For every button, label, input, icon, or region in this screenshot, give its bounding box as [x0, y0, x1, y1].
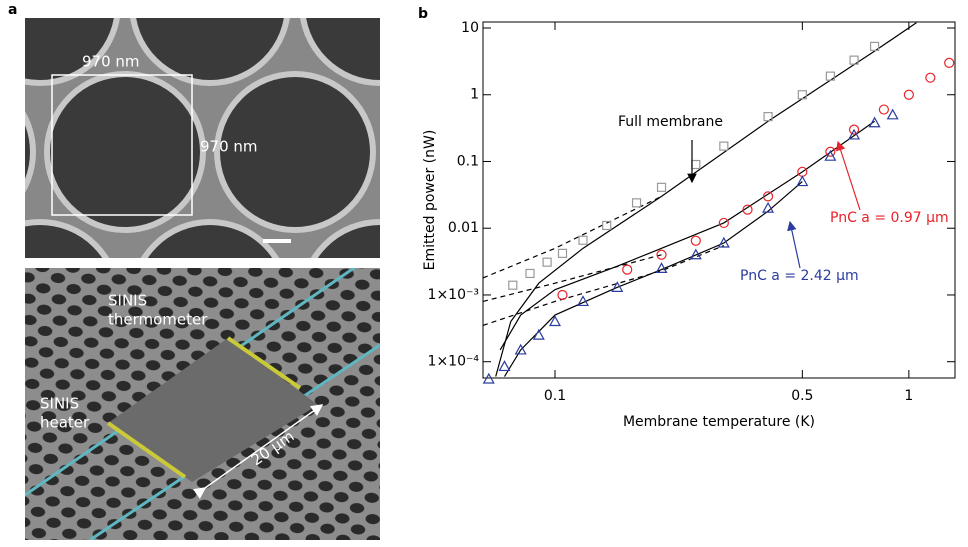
data-point	[656, 249, 667, 260]
data-point	[878, 104, 889, 115]
heater-label: heater	[40, 414, 90, 432]
data-point	[718, 217, 729, 229]
panel-label: b	[418, 6, 428, 22]
data-point	[611, 281, 624, 292]
data-point	[719, 141, 729, 151]
data-point	[869, 41, 880, 52]
data-point	[508, 280, 518, 290]
y-tick-label: 1×10⁻³	[428, 287, 479, 303]
data-point	[514, 343, 527, 355]
annotation-arrow	[836, 140, 861, 211]
data-point	[848, 124, 860, 135]
fit-line	[499, 120, 875, 351]
thermometer-label: thermometer	[108, 311, 208, 329]
fit-line	[503, 181, 803, 377]
x-tick-label: 1	[904, 388, 913, 404]
data-point	[656, 182, 667, 192]
data-point	[557, 289, 568, 301]
data-point	[849, 55, 859, 65]
thermometer-label: SINIS	[108, 292, 147, 310]
data-point	[825, 71, 835, 81]
fit-line	[483, 254, 662, 303]
data-point	[796, 175, 809, 187]
sem-width: 970 nm	[82, 53, 140, 71]
heater-label: SINIS	[40, 395, 79, 413]
fit-line	[495, 22, 917, 377]
y-tick-label: 1	[470, 87, 479, 103]
y-tick-label: 0.01	[448, 220, 479, 236]
data-point	[578, 235, 588, 245]
x-axis-label: Membrane temperature (K)	[623, 414, 815, 430]
sem-image-bottom: SINIS thermometer SINIS heater 20 µm	[25, 268, 380, 540]
annotation: Full membrane	[618, 114, 723, 130]
y-tick-label: 0.1	[457, 153, 479, 169]
data-point	[631, 198, 642, 208]
data-point	[498, 360, 511, 372]
data-point	[944, 57, 955, 68]
data-point	[602, 220, 612, 231]
data-point	[557, 248, 568, 258]
data-point	[655, 262, 668, 274]
data-point	[886, 108, 899, 120]
x-tick-label: 0.5	[791, 388, 813, 404]
data-point	[548, 315, 562, 327]
data-point	[689, 248, 702, 260]
y-tick-label: 10	[461, 20, 479, 36]
sem-height: 970 nm	[200, 138, 258, 156]
y-axis-label: Emitted power (nW)	[422, 130, 438, 271]
data-point	[542, 257, 552, 267]
data-point	[691, 159, 701, 170]
data-point	[482, 372, 495, 384]
y-tick-label: 1×10⁻⁴	[428, 354, 480, 370]
data-point	[532, 328, 545, 340]
fit-line	[483, 244, 725, 326]
data-point	[762, 191, 774, 202]
data-point	[925, 72, 936, 83]
data-point	[717, 236, 730, 248]
data-point	[868, 116, 881, 128]
sem-image-top: 970 nm 970 nm	[25, 18, 380, 258]
data-point	[525, 268, 535, 279]
fit-line	[483, 195, 662, 279]
panel-label: a	[8, 2, 17, 18]
annotation: PnC a = 2.42 µm	[740, 268, 859, 284]
data-point	[690, 235, 701, 246]
data-point	[762, 201, 775, 213]
annotation-arrow	[787, 220, 801, 269]
data-point	[576, 295, 590, 307]
data-point	[848, 128, 861, 140]
data-point	[742, 204, 753, 215]
x-tick-label: 0.1	[544, 388, 566, 404]
annotation: PnC a = 0.97 µm	[830, 210, 949, 226]
data-point	[824, 149, 837, 161]
data-point	[797, 90, 807, 100]
data-point	[763, 112, 773, 122]
data-point	[825, 146, 836, 157]
data-point	[622, 264, 633, 275]
plot-frame	[482, 21, 956, 379]
data-point	[903, 89, 914, 100]
